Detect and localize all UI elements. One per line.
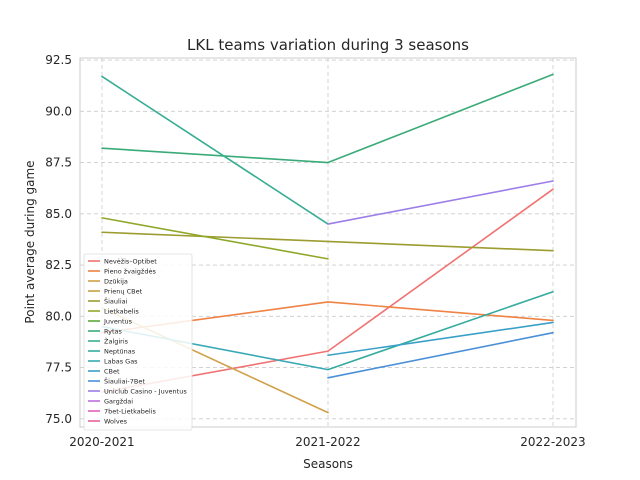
- x-tick-label: 2022-2023: [520, 435, 585, 449]
- legend-entry: Šiauliai: [104, 296, 128, 305]
- legend-entry: CBet: [104, 367, 120, 375]
- series-line: [327, 331, 554, 379]
- grid-lines: [80, 58, 576, 427]
- legend-entry: Dzūkija: [104, 277, 128, 285]
- legend-entry: Labas Gas: [104, 357, 138, 365]
- series-line: [101, 231, 554, 252]
- y-tick-label: 90.0: [45, 104, 72, 118]
- legend-entry: 7bet-Lietkabelis: [104, 407, 156, 415]
- y-tick-label: 85.0: [45, 207, 72, 221]
- x-axis-label: Seasons: [303, 457, 353, 471]
- y-tick-label: 77.5: [45, 361, 72, 375]
- legend-entry: Uniclub Casino - Juventus: [104, 387, 187, 395]
- x-tick-label: 2021-2022: [295, 435, 360, 449]
- series-layer: [101, 73, 554, 414]
- y-tick-label: 75.0: [45, 412, 72, 426]
- legend-entry: Neptūnas: [104, 347, 136, 355]
- legend-box: [83, 253, 193, 431]
- y-tick-label: 80.0: [45, 309, 72, 323]
- legend: Nevėžis–Optibet Pieno žvaigždės Dzūkija Pri…: [83, 253, 193, 431]
- series-line: [101, 147, 329, 164]
- legend-entry: Gargždai: [104, 397, 133, 405]
- legend-entry: Rytas: [104, 327, 123, 335]
- chart-title: LKL teams variation during 3 seasons: [187, 36, 469, 54]
- legend-entry: Nevėžis–Optibet: [104, 257, 157, 265]
- x-tick-label: 2020-2021: [69, 435, 134, 449]
- series-line: [327, 180, 554, 225]
- series-line: [327, 321, 554, 357]
- series-line: [327, 301, 554, 322]
- plot-frame: [79, 57, 577, 428]
- legend-entry: Žalgiris: [104, 336, 129, 345]
- y-axis-label: Point average during game: [23, 160, 37, 323]
- tick-labels: 75.0 77.5 80.0 82.5 85.0 87.5 90.0 92.5 2020-202…: [45, 53, 585, 449]
- y-tick-label: 87.5: [45, 156, 72, 170]
- legend-entry: Pieno žvaigždės: [104, 267, 156, 275]
- legend-entry: Juventus: [103, 317, 133, 325]
- legend-entry: Wolves: [104, 417, 128, 425]
- series-line: [327, 188, 554, 352]
- y-tick-label: 82.5: [45, 258, 72, 272]
- series-line: [101, 75, 329, 225]
- legend-entry: Šiauliai-7Bet: [104, 376, 145, 385]
- series-line: [327, 73, 554, 164]
- series-line: [101, 217, 329, 260]
- legend-entry: Prienų CBet: [104, 287, 143, 295]
- y-tick-label: 92.5: [45, 53, 72, 67]
- series-line: [327, 290, 554, 371]
- legend-entry: Lietkabelis: [104, 307, 139, 315]
